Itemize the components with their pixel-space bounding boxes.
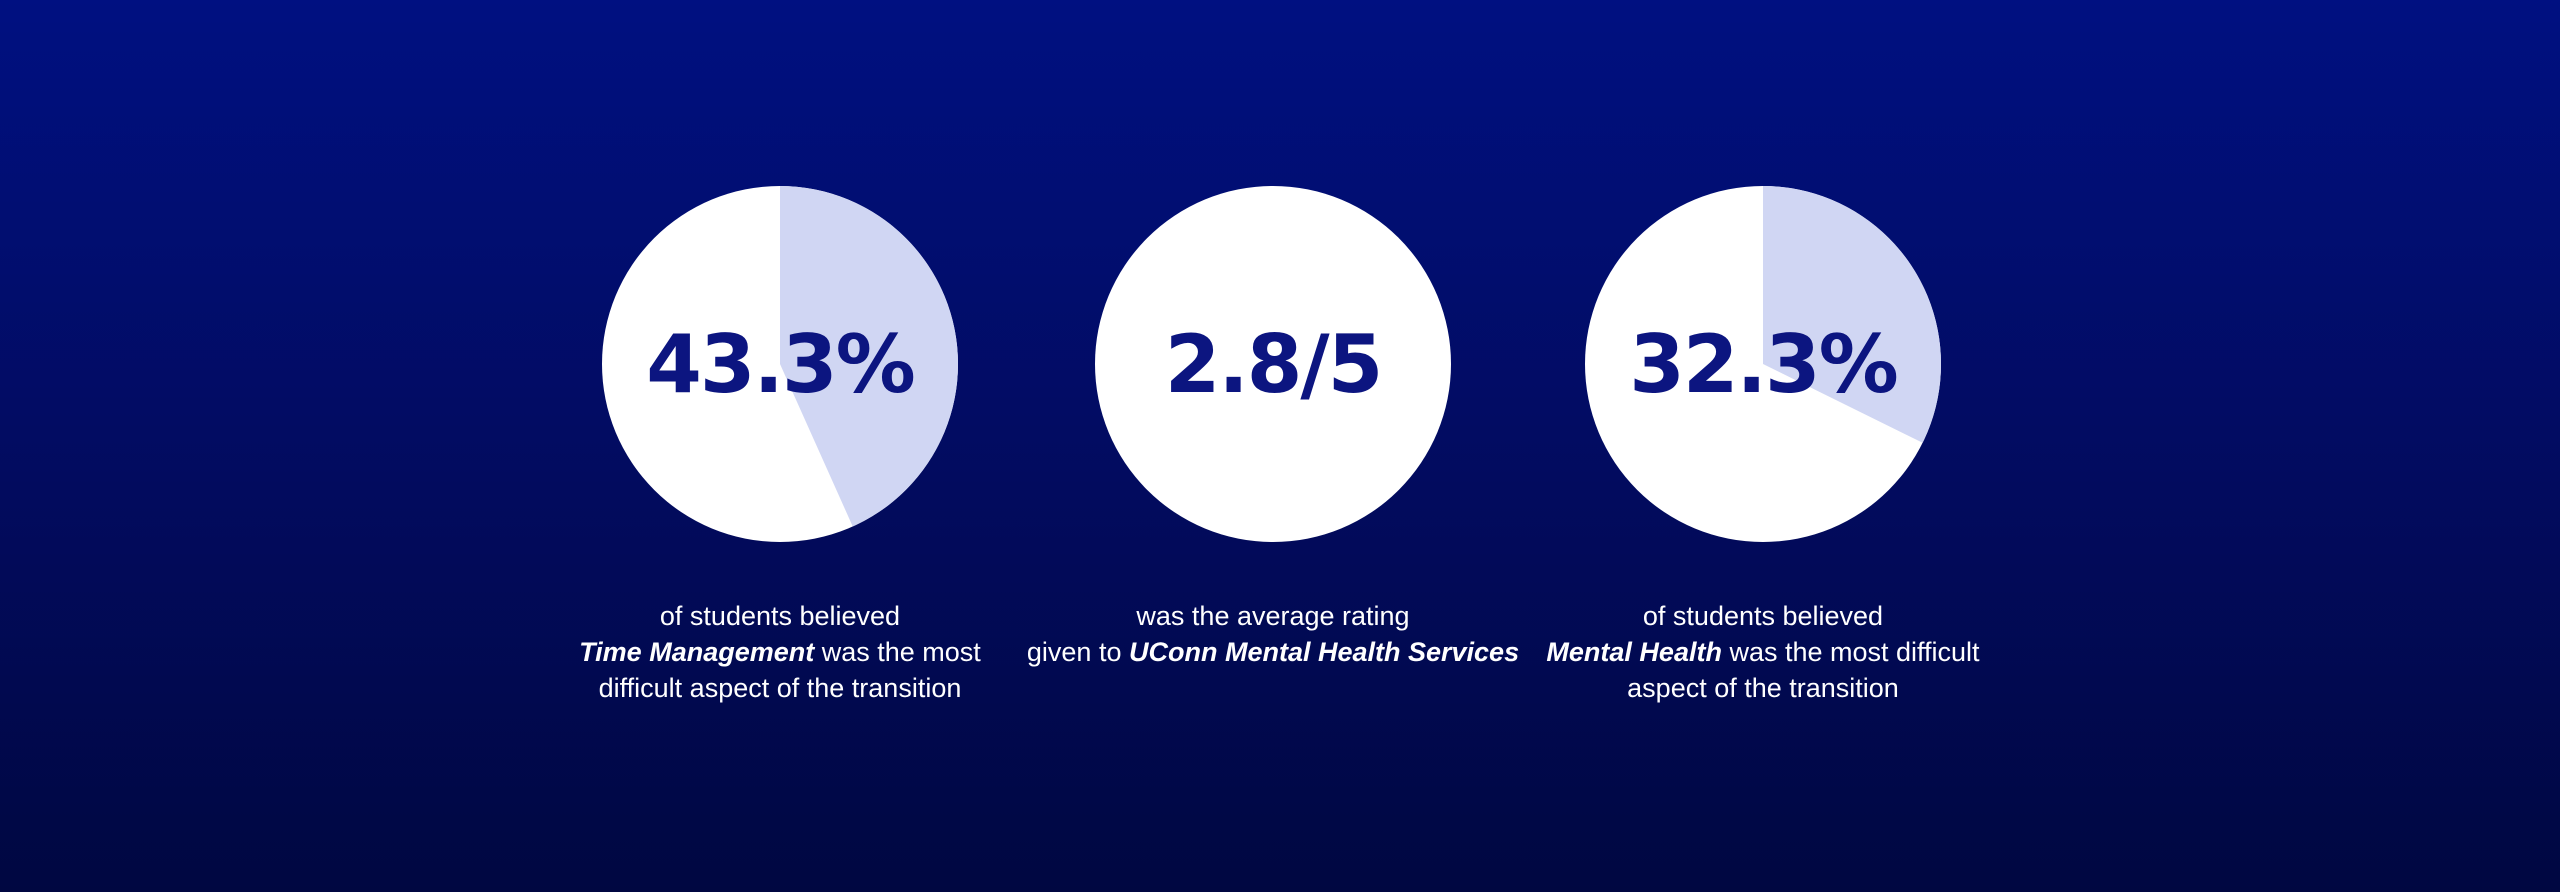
- caption-line-1: of students believed: [1642, 601, 1884, 631]
- caption-line-3: difficult aspect of the transition: [598, 673, 962, 703]
- caption-line-2: Time Management was the most: [500, 634, 1060, 670]
- stat-average-rating: 2.8/5 was the average rating given to UC…: [993, 186, 1553, 670]
- caption-line-2-rest: was the most difficult: [1721, 637, 1980, 667]
- stat-caption: of students believed Time Management was…: [500, 598, 1060, 706]
- caption-line-2-prefix: given to: [1026, 637, 1129, 667]
- caption-line-2-rest: was the most: [814, 637, 981, 667]
- stat-mental-health: 32.3% of students believed Mental Health…: [1483, 186, 2043, 706]
- pie-slice-highlight: [1763, 186, 1941, 443]
- caption-line-3: aspect of the transition: [1627, 673, 1899, 703]
- pie-chart: 32.3%: [1585, 186, 1941, 542]
- caption-line-1: of students believed: [659, 601, 901, 631]
- pie-chart: 2.8/5: [1095, 186, 1451, 542]
- caption-line-1: was the average rating: [1136, 601, 1410, 631]
- pie-value-label: 32.3%: [1629, 317, 1899, 411]
- pie-slice-remainder: [1095, 186, 1451, 542]
- stat-caption: was the average rating given to UConn Me…: [993, 598, 1553, 670]
- caption-line-2: given to UConn Mental Health Services: [993, 634, 1553, 670]
- pie-svg: [1585, 186, 1941, 542]
- pie-svg: [602, 186, 958, 542]
- pie-value-label: 43.3%: [646, 317, 916, 411]
- pie-value-label: 2.8/5: [1164, 317, 1384, 411]
- caption-emphasis: Mental Health: [1546, 637, 1722, 667]
- stat-caption: of students believed Mental Health was t…: [1483, 598, 2043, 706]
- caption-line-2: Mental Health was the most difficult: [1483, 634, 2043, 670]
- pie-svg: [1095, 186, 1451, 542]
- pie-slice-highlight: [780, 186, 958, 527]
- stat-time-management: 43.3% of students believed Time Manageme…: [500, 186, 1060, 706]
- pie-chart: 43.3%: [602, 186, 958, 542]
- caption-emphasis: UConn Mental Health Services: [1128, 637, 1520, 667]
- caption-emphasis: Time Management: [579, 637, 815, 667]
